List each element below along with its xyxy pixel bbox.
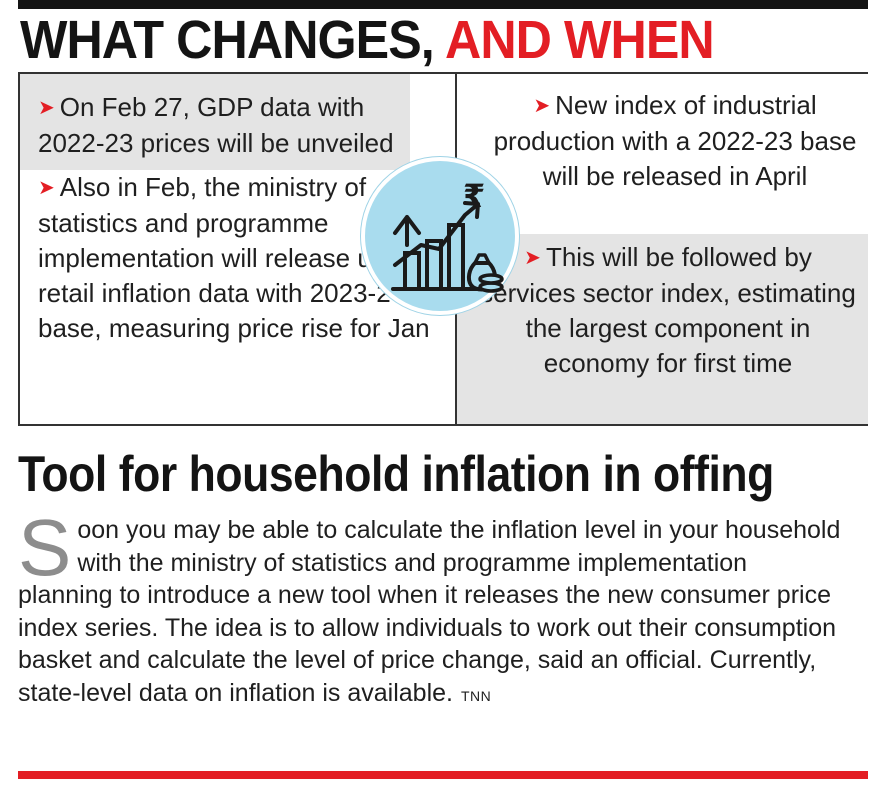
arrow-bullet-icon: ➤ — [38, 97, 55, 119]
drop-cap: S — [18, 503, 72, 592]
headline-part2: AND WHEN — [444, 10, 715, 70]
change-item: ➤ New index of industrial production with… — [493, 90, 857, 191]
rupee-symbol: ₹ — [463, 177, 485, 215]
section-headline: WHAT CHANGES, AND WHEN — [20, 9, 715, 71]
growth-chart-rupee-icon: ₹ — [361, 157, 519, 315]
changes-box: ➤ On Feb 27, GDP data with 2022-23 prices… — [18, 72, 868, 426]
arrow-bullet-icon: ➤ — [524, 247, 541, 269]
article-credit: TNN — [461, 687, 492, 704]
shade-left — [20, 74, 410, 170]
bottom-rule — [18, 771, 868, 779]
change-item: ➤ On Feb 27, GDP data with 2022-23 prices… — [38, 92, 394, 158]
change-item: ➤ Also in Feb, the ministry of statistics… — [38, 172, 452, 343]
article-title: Tool for household inflation in offing — [18, 446, 774, 502]
arrow-bullet-icon: ➤ — [533, 95, 551, 117]
arrow-bullet-icon: ➤ — [38, 177, 55, 199]
article-body-text: oon you may be able to calculate the inf… — [18, 516, 841, 707]
change-item: ➤ This will be followed by services secto… — [480, 242, 856, 378]
headline-part1: WHAT CHANGES, — [20, 10, 435, 70]
shade-right — [457, 234, 868, 424]
top-rule — [18, 0, 868, 9]
box-border-left — [18, 74, 20, 424]
